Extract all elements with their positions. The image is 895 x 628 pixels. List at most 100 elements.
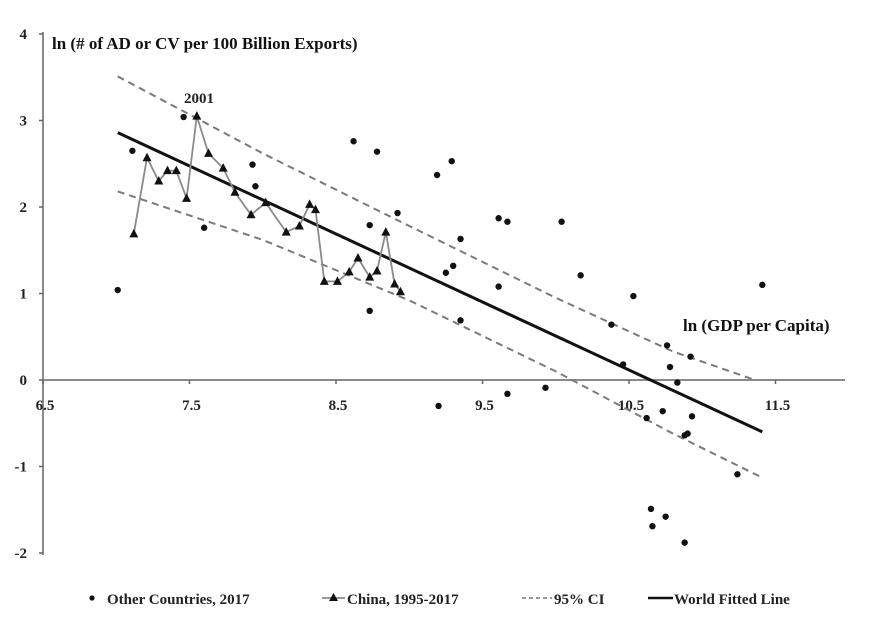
- country-point: [608, 321, 615, 328]
- china-point: [332, 276, 342, 285]
- x-tick-label: 7.5: [182, 398, 201, 414]
- legend-item-china: China, 1995-2017: [322, 592, 459, 608]
- country-point: [495, 215, 502, 222]
- china-point: [310, 204, 320, 214]
- china-point: [319, 276, 329, 285]
- legend: Other Countries, 2017 China, 1995-2017 9…: [89, 592, 790, 608]
- country-point: [394, 209, 401, 217]
- y-tick-label: 4: [20, 27, 28, 43]
- country-point: [649, 522, 656, 530]
- china-point: [171, 165, 181, 175]
- country-point: [350, 138, 357, 145]
- china-point: [353, 253, 363, 262]
- country-point: [457, 317, 464, 324]
- china-point: [129, 228, 139, 238]
- country-point: [373, 148, 381, 155]
- country-point: [495, 283, 502, 290]
- confidence-interval-lines: [117, 75, 763, 479]
- country-point: [114, 286, 121, 294]
- x-tick-label: 9.5: [475, 398, 494, 414]
- country-point: [504, 390, 511, 398]
- y-tick-label: -1: [15, 460, 28, 476]
- other-countries-series: [114, 113, 766, 546]
- country-point: [734, 471, 741, 478]
- china-point: [204, 148, 214, 157]
- country-point: [366, 307, 373, 314]
- china-point: [395, 286, 405, 296]
- country-point: [659, 407, 666, 415]
- country-point: [662, 513, 669, 520]
- x-tick-label: 8.5: [329, 398, 348, 414]
- china-point: [390, 278, 400, 288]
- legend-item-other-countries: Other Countries, 2017: [89, 592, 250, 608]
- country-point: [129, 147, 136, 154]
- chart-labels: ln (# of AD or CV per 100 Billion Export…: [52, 34, 830, 335]
- axes: -2 -1 0 1 2 3 4 6.5 7.5 8.5 9.5 10.5 11.5: [15, 27, 845, 562]
- china-point: [305, 199, 315, 208]
- y-tick-label: 1: [20, 287, 28, 303]
- x-tick-label: 11.5: [765, 398, 790, 414]
- country-point: [684, 430, 691, 437]
- country-point: [435, 402, 442, 410]
- legend-label-other-countries: Other Countries, 2017: [107, 592, 250, 608]
- legend-label-china: China, 1995-2017: [347, 592, 459, 608]
- country-point: [448, 157, 455, 165]
- ci-upper-line: [117, 75, 756, 381]
- country-point: [442, 269, 450, 276]
- china-point: [163, 165, 173, 175]
- country-point: [252, 183, 259, 190]
- country-point: [249, 161, 256, 168]
- country-point: [681, 539, 688, 546]
- ci-lower-line: [117, 190, 763, 479]
- china-point: [142, 152, 152, 162]
- x-tick-label: 6.5: [36, 398, 55, 414]
- world-fitted-line-group: [117, 131, 763, 434]
- y-tick-label: 2: [20, 200, 28, 216]
- country-point: [688, 413, 696, 420]
- legend-dot-marker: [89, 595, 95, 601]
- world-fitted-line: [117, 131, 763, 434]
- country-point: [457, 235, 464, 243]
- country-point: [666, 363, 674, 371]
- country-point: [759, 281, 766, 289]
- legend-item-ci: 95% CI: [522, 592, 605, 608]
- y-axis-title: ln (# of AD or CV per 100 Billion Export…: [52, 34, 358, 53]
- china-point: [261, 197, 271, 207]
- country-point: [647, 505, 655, 513]
- legend-item-fitted-line: World Fitted Line: [648, 592, 790, 608]
- country-point: [504, 218, 511, 225]
- china-point: [230, 187, 240, 196]
- x-axis-title: ln (GDP per Capita): [683, 316, 830, 335]
- country-point: [619, 361, 627, 368]
- china-point: [365, 272, 375, 281]
- china-point: [381, 227, 391, 236]
- legend-triangle-marker: [329, 593, 338, 601]
- legend-label-fitted-line: World Fitted Line: [674, 592, 790, 608]
- country-point: [366, 221, 373, 229]
- country-point: [643, 414, 650, 422]
- y-tick-label: 0: [20, 373, 28, 389]
- country-point: [200, 224, 208, 231]
- china-point: [218, 163, 228, 172]
- country-point: [542, 384, 549, 391]
- china-point: [344, 266, 354, 276]
- china-point: [294, 221, 304, 230]
- country-point: [674, 379, 681, 386]
- china-point: [154, 176, 164, 185]
- annotation-2001: 2001: [184, 91, 214, 107]
- country-point: [663, 342, 671, 349]
- china-point: [281, 227, 291, 236]
- country-point: [450, 262, 457, 270]
- country-point: [687, 353, 694, 360]
- china-point: [372, 266, 382, 275]
- china-point: [246, 209, 256, 219]
- country-point: [433, 171, 441, 179]
- y-tick-label: 3: [20, 114, 28, 130]
- y-tick-label: -2: [15, 546, 28, 562]
- country-point: [577, 272, 584, 279]
- china-series: [129, 111, 405, 296]
- country-point: [630, 292, 637, 300]
- country-point: [558, 218, 565, 225]
- x-tick-label: 10.5: [618, 398, 644, 414]
